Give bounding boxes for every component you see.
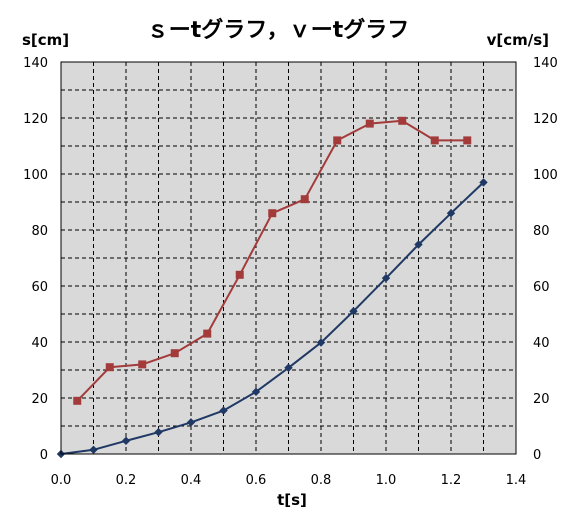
s-data-point [154, 427, 163, 437]
v-data-point [365, 119, 374, 128]
x-tick-label: 1.0 [376, 473, 397, 488]
v-data-point [300, 195, 309, 204]
chart-title: ｓーtグラフ，ｖーtグラフ [147, 17, 410, 43]
s-data-point [446, 209, 456, 218]
s-data-point [121, 436, 131, 446]
x-tick-label: 0.0 [51, 473, 72, 488]
y-tick-label-left: 100 [23, 168, 48, 183]
y-tick-label-left: 120 [23, 112, 48, 127]
s-data-point [349, 307, 358, 316]
y-tick-label-right: 100 [533, 168, 558, 183]
s-data-point [219, 406, 228, 415]
s-data-point [186, 418, 196, 427]
y-tick-label-left: 0 [40, 448, 48, 463]
v-data-point [138, 360, 147, 369]
s-data-point [479, 178, 488, 187]
v-data-point [398, 116, 407, 125]
v-data-point [268, 209, 277, 218]
y-tick-label-right: 40 [533, 336, 550, 351]
y-tick-label-right: 80 [533, 224, 550, 239]
x-tick-label: 1.4 [506, 473, 527, 488]
x-tick-label: 0.2 [116, 473, 137, 488]
v-data-point [105, 363, 114, 372]
v-data-point [170, 349, 179, 358]
y-axis-label-left: s[cm] [22, 31, 69, 49]
y-tick-label-right: 0 [533, 448, 541, 463]
s-data-point [381, 273, 391, 283]
s-data-point [251, 387, 261, 397]
tick-labels: 0.0 0.2 0.4 0.6 0.8 1.0 1.2 1.4 0 20 40 60 80 100 120 1… [23, 56, 558, 488]
x-axis-label: t[s] [277, 491, 307, 509]
x-tick-label: 0.4 [181, 473, 202, 488]
s-series-line [60, 181, 485, 455]
y-tick-label-right: 140 [533, 56, 558, 71]
y-tick-label-left: 40 [31, 336, 48, 351]
x-tick-label: 0.8 [311, 473, 332, 488]
y-tick-label-left: 80 [31, 224, 48, 239]
v-data-point [430, 136, 439, 145]
s-data-point [89, 445, 98, 454]
v-data-point [235, 270, 244, 279]
v-data-point [463, 136, 472, 145]
x-tick-label: 1.2 [441, 473, 462, 488]
y-tick-label-left: 60 [31, 280, 48, 295]
plot-border [60, 61, 517, 455]
y-axis-label-right: v[cm/s] [487, 31, 549, 49]
y-tick-label-right: 120 [533, 112, 558, 127]
v-data-point [73, 396, 82, 405]
s-data-point [414, 240, 423, 249]
data-series [56, 116, 488, 459]
x-tick-label: 0.6 [246, 473, 267, 488]
s-data-point [316, 338, 326, 347]
s-data-point [284, 363, 293, 372]
y-tick-label-right: 20 [533, 392, 550, 407]
y-tick-label-left: 20 [31, 392, 48, 407]
y-tick-label-right: 60 [533, 280, 550, 295]
y-tick-label-left: 140 [23, 56, 48, 71]
v-data-point [333, 136, 342, 145]
v-data-point [203, 329, 212, 338]
